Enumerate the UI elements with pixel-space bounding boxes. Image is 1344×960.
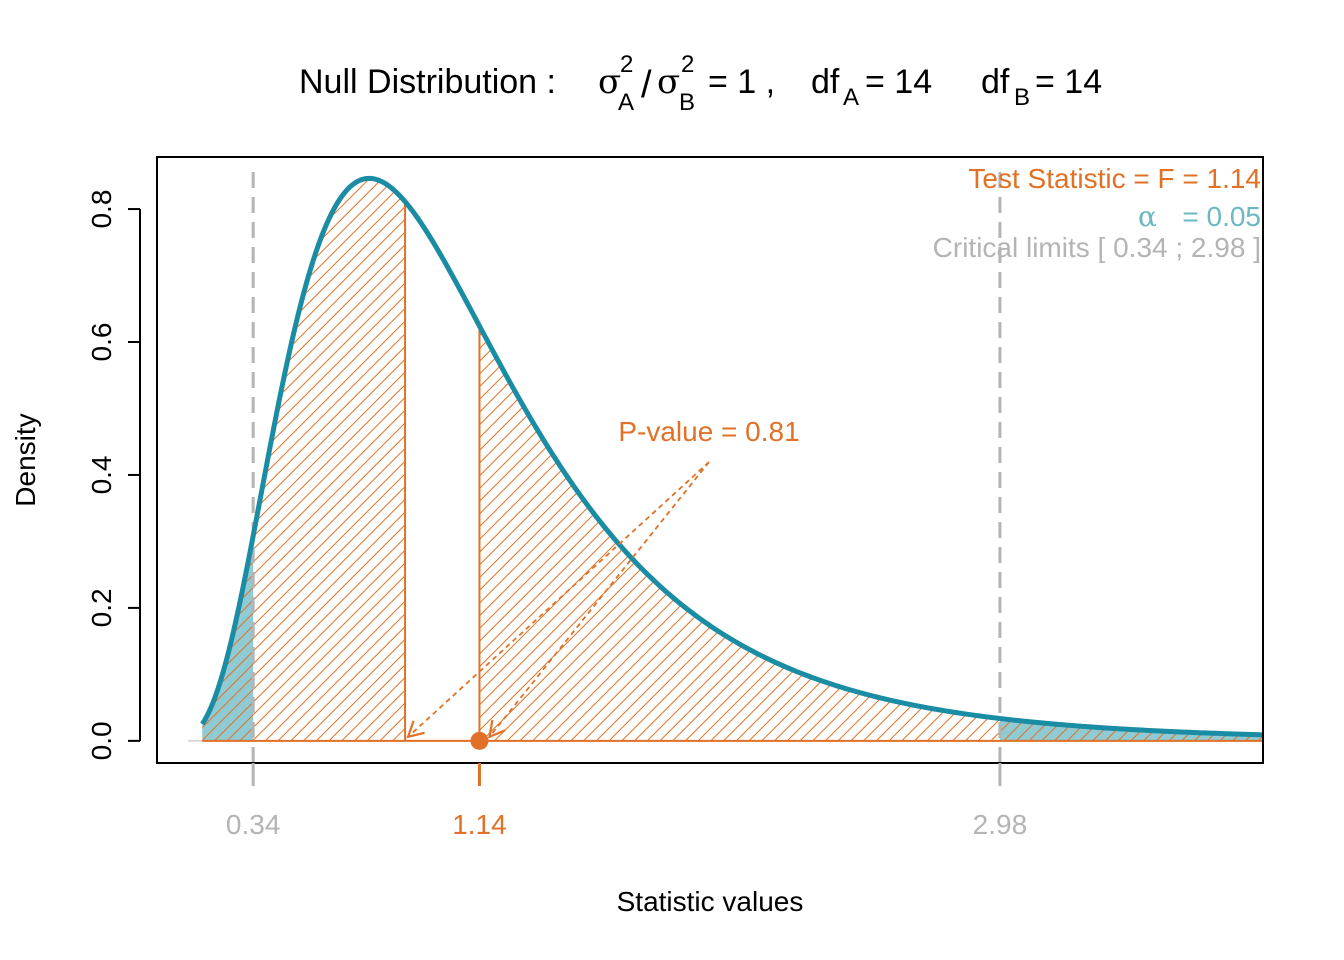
alpha-symbol: α	[1138, 200, 1157, 233]
y-tick-label: 0.6	[86, 323, 117, 362]
y-tick-label: 0.2	[86, 588, 117, 627]
title-df-b-eq: = 14	[1035, 63, 1102, 101]
title-sup-a: 2	[620, 51, 633, 78]
plot-frame	[156, 156, 1264, 764]
title-df-a-eq: = 14	[865, 63, 932, 101]
test-statistic-label: Test Statistic = F = 1.14	[968, 163, 1261, 194]
pvalue-arrow-right-head	[488, 719, 506, 739]
y-axis-label: Density	[10, 413, 41, 506]
y-axis: 0.0 0.2 0.4 0.6 0.8	[86, 190, 141, 760]
title-df-b: df	[981, 63, 1010, 101]
x-axis: 0.34 1.14 2.98	[226, 763, 1027, 840]
pvalue-region-left	[202, 178, 406, 741]
pvalue-arrow-right	[488, 461, 710, 739]
title-df-a: df	[811, 63, 840, 101]
title-df-b-sub: B	[1014, 84, 1030, 111]
y-tick-label: 0.8	[86, 190, 117, 229]
density-curve	[200, 175, 1263, 738]
y-tick-label: 0.4	[86, 455, 117, 494]
pvalue-arrow-left-head	[406, 720, 425, 739]
x-axis-label: Statistic values	[617, 886, 804, 917]
title-sigma-b: σ	[657, 62, 680, 102]
x-tick-label: 2.98	[973, 809, 1028, 840]
title-sigma-a: σ	[598, 62, 621, 102]
alpha-value: = 0.05	[1182, 201, 1261, 232]
pvalue-arrow-left	[406, 461, 710, 739]
title-sup-b: 2	[681, 51, 694, 78]
title-main: Null Distribution :	[299, 63, 556, 101]
y-tick-label: 0.0	[86, 721, 117, 760]
alpha-label: = 0.05 α	[1138, 200, 1261, 233]
p-value-label: P-value = 0.81	[618, 416, 799, 447]
title-eq-one: = 1 ,	[708, 63, 775, 101]
chart-title: Null Distribution : σ 2 A / σ 2 B = 1 , …	[299, 51, 1102, 116]
plot-area	[188, 172, 1263, 763]
title-sub-a: A	[618, 89, 634, 116]
x-tick-label: 1.14	[452, 809, 507, 840]
critical-limits-label: Critical limits [ 0.34 ; 2.98 ]	[933, 232, 1261, 263]
title-slash: /	[641, 64, 652, 106]
x-tick-label: 0.34	[226, 809, 281, 840]
title-df-a-sub: A	[843, 84, 859, 111]
pvalue-region-right	[479, 325, 1263, 741]
test-statistic-point	[470, 731, 489, 750]
title-sub-b: B	[679, 89, 695, 116]
pvalue-arrow-left-shaft	[407, 461, 710, 738]
pvalue-arrow-right-shaft	[488, 461, 710, 738]
plot-clipped-content	[188, 172, 1263, 763]
